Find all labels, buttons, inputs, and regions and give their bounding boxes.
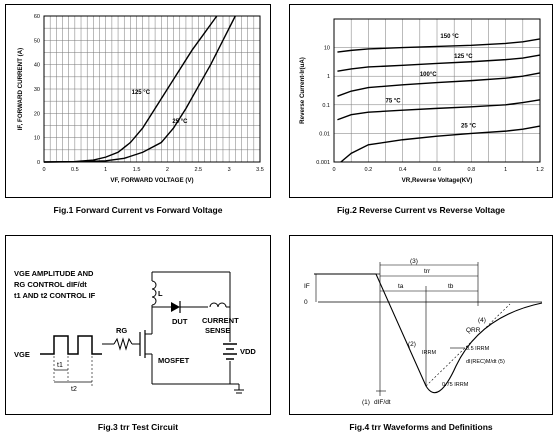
series-line-0 xyxy=(337,38,541,53)
zero-label: 0 xyxy=(304,299,308,306)
vge-label: VGE xyxy=(14,350,30,359)
series-label-2: 100°C xyxy=(420,72,437,78)
x-tick-label: 0.6 xyxy=(433,167,441,173)
rg-resistor xyxy=(113,337,133,351)
fig2-caption: Fig.2 Reverse Current vs Reverse Voltage xyxy=(336,205,506,215)
y-tick-label: 50 xyxy=(34,38,40,44)
n2-label: (2) xyxy=(408,341,416,348)
gate-pulse-waveform xyxy=(40,335,102,355)
trr-label: trr xyxy=(424,268,431,275)
x-axis-label: VR,Reverse Voltage(KV) xyxy=(402,177,473,184)
series-line-0 xyxy=(43,15,218,163)
series-label-1: 125 °C xyxy=(454,54,473,60)
fig1-panel: 0 0.5 1 1.5 2 2.5 3 3.5 0 10 20 30 40 50 60 VF, FORWARD… xyxy=(5,4,271,198)
n3-label: (3) xyxy=(410,258,418,265)
vdd-label: VDD xyxy=(240,347,256,356)
current-label: CURRENT xyxy=(202,316,239,325)
reverse-recovery-curve xyxy=(314,273,543,394)
qrr-label: QRR xyxy=(466,327,481,334)
x-tick-label: 0.2 xyxy=(365,167,373,173)
y-tick-label: 10 xyxy=(324,46,330,52)
x-tick-label: 3.5 xyxy=(256,167,264,173)
fig4-caption: Fig.4 trr Waveforms and Definitions xyxy=(349,422,493,432)
fig4-panel: IF 0 trr (3) ta tb (2) IRRM (4) QRR 0.5 … xyxy=(289,235,553,415)
current-sense-coil xyxy=(209,302,227,308)
fig3-line1: VGE AMPLITUDE AND xyxy=(14,269,94,278)
fig3-circuit: VGE AMPLITUDE AND RG CONTROL dIF/dt t1 A… xyxy=(14,269,256,394)
irrm05-label: 0.5 IRRM xyxy=(466,346,490,352)
series-line-4 xyxy=(340,125,541,163)
x-tick-label: 1 xyxy=(504,167,507,173)
x-tick-label: 1.5 xyxy=(133,167,141,173)
dut-diode xyxy=(171,302,180,312)
fig1-caption: Fig.1 Forward Current vs Forward Voltage xyxy=(53,205,223,215)
if-label: IF xyxy=(304,283,310,290)
n1-label: (1) xyxy=(362,399,370,406)
plot-frame xyxy=(333,18,541,163)
series-label-1: 25 °C xyxy=(172,119,188,125)
rg-label: RG xyxy=(116,326,127,335)
series-line-1 xyxy=(43,15,236,163)
fig1-chart: 0 0.5 1 1.5 2 2.5 3 3.5 0 10 20 30 40 50 60 VF, FORWARD… xyxy=(17,14,264,184)
y-tick-label: 10 xyxy=(34,136,40,142)
fig3-line2: RG CONTROL dIF/dt xyxy=(14,280,87,289)
t2-label: t2 xyxy=(71,386,77,393)
y-tick-label: 60 xyxy=(34,14,40,20)
x-tick-label: 0 xyxy=(332,167,335,173)
x-tick-label: 3 xyxy=(228,167,231,173)
ta-label: ta xyxy=(398,283,404,290)
dut-label: DUT xyxy=(172,317,188,326)
x-tick-label: 0.5 xyxy=(71,167,79,173)
tb-label: tb xyxy=(448,283,454,290)
y-tick-label: 0.001 xyxy=(316,160,330,166)
y-tick-label: 0.1 xyxy=(322,103,330,109)
x-tick-label: 0 xyxy=(42,167,45,173)
dif-label: dIF/dt xyxy=(374,399,391,406)
mosfet-label: MOSFET xyxy=(158,356,190,365)
inductor-l xyxy=(151,280,157,306)
fig3-caption: Fig.3 trr Test Circuit xyxy=(97,422,179,432)
y-tick-label: 0 xyxy=(37,160,40,166)
series-line-2 xyxy=(337,72,541,97)
y-tick-label: 40 xyxy=(34,63,40,69)
x-tick-label: 2.5 xyxy=(194,167,202,173)
series-line-1 xyxy=(337,54,541,72)
t1-label: t1 xyxy=(57,362,63,369)
y-axis-label: Reverse Current-Ir(uA) xyxy=(299,57,306,124)
sense-label: SENSE xyxy=(205,326,230,335)
plot-frame xyxy=(43,15,261,163)
y-tick-label: 30 xyxy=(34,87,40,93)
series-label-4: 25 °C xyxy=(461,124,477,130)
fig3-panel: VGE AMPLITUDE AND RG CONTROL dIF/dt t1 A… xyxy=(5,235,271,415)
y-tick-label: 1 xyxy=(327,74,330,80)
x-tick-label: 0.4 xyxy=(399,167,407,173)
fig2-panel: 0 0.2 0.4 0.6 0.8 1 1.2 0.001 0.01 0.1 1 10 VR,Rever… xyxy=(289,4,553,198)
di-rec-label: dI(REC)M/dt (5) xyxy=(466,359,505,365)
n4-label: (4) xyxy=(478,317,486,324)
y-axis-label: IF, FORWARD CURRENT (A) xyxy=(17,48,24,130)
y-tick-label: 0.01 xyxy=(319,131,330,137)
fig2-chart: 0 0.2 0.4 0.6 0.8 1 1.2 0.001 0.01 0.1 1 10 VR,Rever… xyxy=(299,18,544,184)
series-label-0: 150 °C xyxy=(440,34,459,40)
fig3-line3: t1 AND t2 CONTROL IF xyxy=(14,291,96,300)
x-tick-label: 1.2 xyxy=(536,167,544,173)
series-label-0: 125 °C xyxy=(132,90,151,96)
irrm075-label: 0.75 IRRM xyxy=(442,382,469,388)
x-tick-label: 2 xyxy=(166,167,169,173)
x-tick-label: 0.8 xyxy=(468,167,476,173)
x-tick-label: 1 xyxy=(104,167,107,173)
x-axis-label: VF, FORWARD VOLTAGE (V) xyxy=(110,177,193,184)
irrm-label: IRRM xyxy=(422,350,436,356)
series-line-3 xyxy=(337,99,541,121)
series-label-3: 75 °C xyxy=(386,99,402,105)
y-tick-label: 20 xyxy=(34,111,40,117)
inductor-label: L xyxy=(158,289,163,298)
fig4-waveform: IF 0 trr (3) ta tb (2) IRRM (4) QRR 0.5 … xyxy=(304,258,543,406)
